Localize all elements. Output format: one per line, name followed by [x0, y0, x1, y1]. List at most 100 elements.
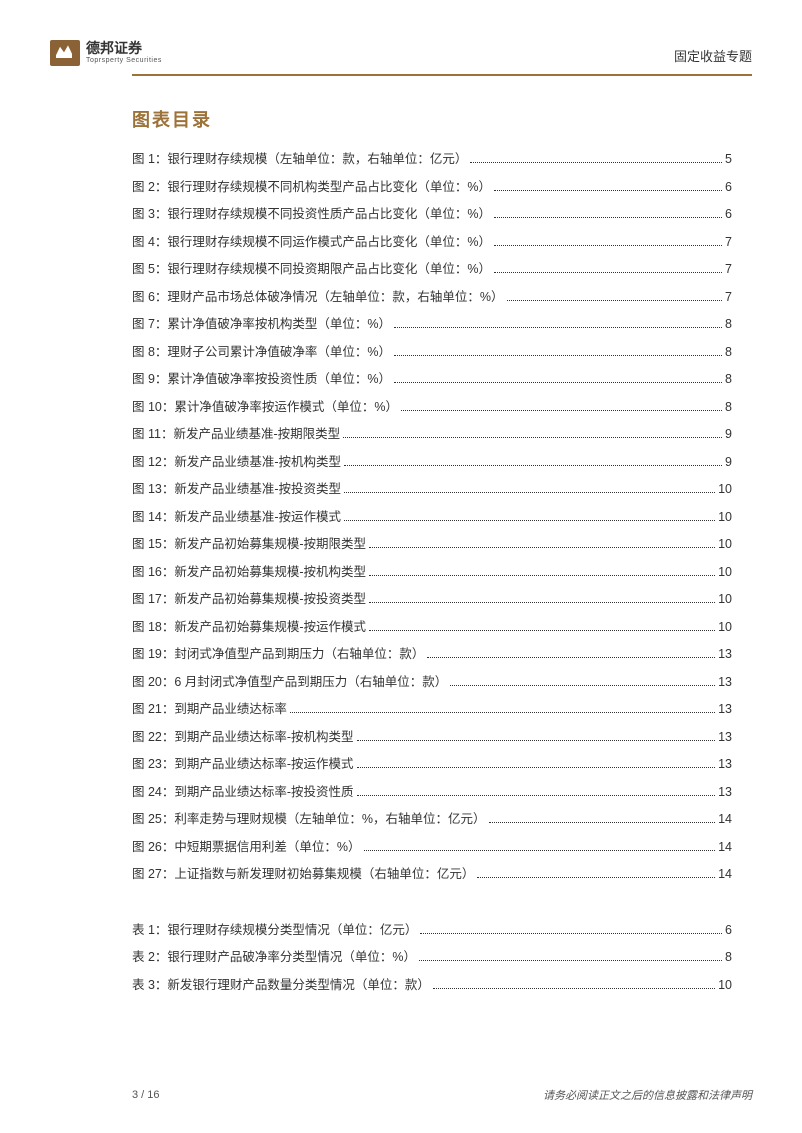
toc-entry-text: 图 7：累计净值破净率按机构类型（单位：%）	[132, 317, 391, 332]
toc-entry-text: 图 9：累计净值破净率按投资性质（单位：%）	[132, 372, 391, 387]
content-wrap: 图表目录 图 1：银行理财存续规模（左轴单位：款，右轴单位：亿元）5图 2：银行…	[50, 106, 752, 1079]
toc-entry-page: 8	[725, 372, 732, 387]
toc-dots	[357, 740, 716, 741]
toc-entry-text: 图 11：新发产品业绩基准-按期限类型	[132, 427, 340, 442]
toc-entry-page: 14	[718, 812, 732, 827]
toc-entry-text: 图 26：中短期票据信用利差（单位：%）	[132, 840, 361, 855]
toc-dots	[433, 988, 715, 989]
toc-entry: 图 4：银行理财存续规模不同运作模式产品占比变化（单位：%） 7	[132, 235, 732, 250]
toc-dots	[494, 217, 722, 218]
toc-entry-text: 图 16：新发产品初始募集规模-按机构类型	[132, 565, 366, 580]
toc-entry-text: 图 8：理财子公司累计净值破净率（单位：%）	[132, 345, 391, 360]
toc-entry: 图 1：银行理财存续规模（左轴单位：款，右轴单位：亿元）5	[132, 152, 732, 167]
logo-text-wrap: 德邦证券 Toprsperty Securities	[86, 41, 162, 64]
toc-dots	[489, 822, 716, 823]
toc-dots	[364, 850, 716, 851]
toc-entry: 图 7：累计净值破净率按机构类型（单位：%）8	[132, 317, 732, 332]
toc-entry-page: 7	[725, 235, 732, 250]
toc-dots	[369, 630, 715, 631]
section-gap	[132, 895, 732, 923]
toc-entry-page: 8	[725, 950, 732, 965]
toc-entry-page: 10	[718, 482, 732, 497]
toc-entry-page: 10	[718, 537, 732, 552]
toc-entry-page: 8	[725, 400, 732, 415]
toc-entry-text: 图 15：新发产品初始募集规模-按期限类型	[132, 537, 366, 552]
footer-disclaimer: 请务必阅读正文之后的信息披露和法律声明	[543, 1087, 752, 1103]
toc-entry-page: 10	[718, 565, 732, 580]
toc-dots	[344, 492, 715, 493]
toc-entry: 图 6：理财产品市场总体破净情况（左轴单位：款，右轴单位：%） 7	[132, 290, 732, 305]
toc-entry-text: 图 19：封闭式净值型产品到期压力（右轴单位：款）	[132, 647, 424, 662]
toc-entry: 图 9：累计净值破净率按投资性质（单位：%） 8	[132, 372, 732, 387]
toc-dots	[369, 575, 715, 576]
toc-entry: 图 17：新发产品初始募集规模-按投资类型10	[132, 592, 732, 607]
toc-dots	[401, 410, 722, 411]
toc-dots	[477, 877, 715, 878]
header-row: 德邦证券 Toprsperty Securities 固定收益专题	[50, 40, 752, 66]
toc-entry-text: 图 25：利率走势与理财规模（左轴单位：%，右轴单位：亿元）	[132, 812, 486, 827]
toc-entry: 图 3：银行理财存续规模不同投资性质产品占比变化（单位：%）6	[132, 207, 732, 222]
toc-entry: 图 21：到期产品业绩达标率 13	[132, 702, 732, 717]
toc-entry-text: 图 1：银行理财存续规模（左轴单位：款，右轴单位：亿元）	[132, 152, 467, 167]
toc-entry-text: 图 14：新发产品业绩基准-按运作模式	[132, 510, 341, 525]
footer-row: 3 / 16 请务必阅读正文之后的信息披露和法律声明	[50, 1079, 752, 1103]
toc-dots	[450, 685, 715, 686]
toc-entry-text: 图 3：银行理财存续规模不同投资性质产品占比变化（单位：%）	[132, 207, 491, 222]
toc-entry-page: 13	[718, 730, 732, 745]
toc-dots	[290, 712, 715, 713]
toc-entry-text: 表 1：银行理财存续规模分类型情况（单位：亿元）	[132, 923, 417, 938]
toc-entry-page: 14	[718, 840, 732, 855]
toc-entry-page: 6	[725, 923, 732, 938]
toc-dots	[507, 300, 723, 301]
toc-dots	[420, 933, 722, 934]
toc-entry-text: 图 10：累计净值破净率按运作模式（单位：%）	[132, 400, 398, 415]
page-number: 3 / 16	[132, 1089, 160, 1101]
toc-entry: 图 19：封闭式净值型产品到期压力（右轴单位：款）13	[132, 647, 732, 662]
toc-entry-text: 图 5：银行理财存续规模不同投资期限产品占比变化（单位：%）	[132, 262, 491, 277]
toc-entry-page: 14	[718, 867, 732, 882]
toc-dots	[343, 437, 722, 438]
toc-entry-page: 7	[725, 290, 732, 305]
toc-entry-page: 13	[718, 702, 732, 717]
toc-entry-text: 图 21：到期产品业绩达标率	[132, 702, 287, 717]
toc-entry-page: 13	[718, 675, 732, 690]
toc-dots	[344, 520, 715, 521]
toc-entry: 表 2：银行理财产品破净率分类型情况（单位：%） 8	[132, 950, 732, 965]
toc-entry-page: 10	[718, 510, 732, 525]
toc-entry-text: 图 27：上证指数与新发理财初始募集规模（右轴单位：亿元）	[132, 867, 474, 882]
toc-entry-page: 8	[725, 345, 732, 360]
toc-entry-text: 表 3：新发银行理财产品数量分类型情况（单位：款）	[132, 978, 430, 993]
company-logo-icon	[50, 40, 80, 66]
toc-entry: 图 24：到期产品业绩达标率-按投资性质13	[132, 785, 732, 800]
toc-entry: 图 27：上证指数与新发理财初始募集规模（右轴单位：亿元） 14	[132, 867, 732, 882]
toc-entry: 图 11：新发产品业绩基准-按期限类型9	[132, 427, 732, 442]
toc-entry-text: 表 2：银行理财产品破净率分类型情况（单位：%）	[132, 950, 416, 965]
toc-entry: 图 22：到期产品业绩达标率-按机构类型13	[132, 730, 732, 745]
toc-entry-page: 6	[725, 180, 732, 195]
toc-entry: 图 15：新发产品初始募集规模-按期限类型 10	[132, 537, 732, 552]
toc-entry-text: 图 6：理财产品市场总体破净情况（左轴单位：款，右轴单位：%）	[132, 290, 504, 305]
toc-entry-page: 7	[725, 262, 732, 277]
toc-dots	[419, 960, 722, 961]
toc-entry-page: 9	[725, 455, 732, 470]
company-name: 德邦证券	[86, 41, 162, 56]
toc-entry: 图 14：新发产品业绩基准-按运作模式 10	[132, 510, 732, 525]
toc-entry: 图 20：6 月封闭式净值型产品到期压力（右轴单位：款） 13	[132, 675, 732, 690]
toc-title: 图表目录	[132, 106, 732, 132]
toc-entry: 图 25：利率走势与理财规模（左轴单位：%，右轴单位：亿元） 14	[132, 812, 732, 827]
toc-entry-page: 10	[718, 620, 732, 635]
logo-block: 德邦证券 Toprsperty Securities	[50, 40, 162, 66]
header-divider	[132, 74, 752, 76]
toc-dots	[357, 795, 716, 796]
toc-entry-text: 图 17：新发产品初始募集规模-按投资类型	[132, 592, 366, 607]
toc-entry-text: 图 20：6 月封闭式净值型产品到期压力（右轴单位：款）	[132, 675, 447, 690]
toc-dots	[494, 190, 722, 191]
toc-entry-text: 图 12：新发产品业绩基准-按机构类型	[132, 455, 341, 470]
toc-entry-text: 图 4：银行理财存续规模不同运作模式产品占比变化（单位：%）	[132, 235, 491, 250]
toc-entry: 图 18：新发产品初始募集规模-按运作模式10	[132, 620, 732, 635]
figures-list: 图 1：银行理财存续规模（左轴单位：款，右轴单位：亿元）5图 2：银行理财存续规…	[132, 152, 732, 882]
toc-entry-page: 10	[718, 978, 732, 993]
toc-entry: 图 16：新发产品初始募集规模-按机构类型 10	[132, 565, 732, 580]
toc-entry-page: 13	[718, 785, 732, 800]
toc-dots	[394, 327, 722, 328]
